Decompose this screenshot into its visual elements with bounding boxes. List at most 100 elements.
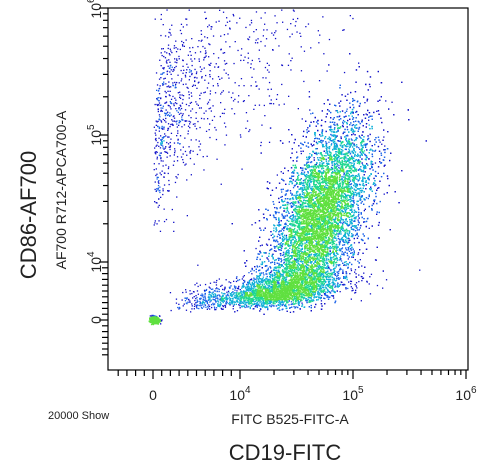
event-dot [353,251,355,254]
event-dot [333,166,336,168]
event-dot [352,133,355,135]
event-dot [320,300,323,302]
event-dot [358,147,360,149]
event-dot [383,136,385,138]
event-dot [363,210,365,212]
event-dot [300,150,302,152]
event-dot [316,272,318,274]
event-dot [345,240,347,243]
event-dot [318,233,320,235]
event-dot [324,191,326,193]
event-dot [349,222,351,224]
event-dot [325,245,327,247]
event-dot [290,236,292,238]
event-dot [323,236,325,238]
event-dot [329,130,332,132]
event-dot [257,305,259,307]
event-dot [350,138,352,140]
event-dot [337,188,339,191]
event-dot [267,258,269,260]
event-dot [314,152,316,154]
event-dot [327,177,329,180]
event-dot [301,244,303,246]
event-dot [339,140,341,142]
event-dot [338,164,340,167]
event-dot [281,259,283,262]
event-dot [333,146,335,149]
event-dot [328,198,330,200]
event-dot [327,247,329,249]
event-dot [292,220,294,222]
event-dot [314,251,317,254]
event-dot [324,192,327,194]
event-dot [323,172,325,174]
event-dot [330,262,332,264]
event-dot [263,302,265,304]
event-dot [311,216,314,218]
event-dot [304,218,307,220]
event-dot [365,113,367,115]
event-dot [339,202,342,204]
event-dot [385,100,387,102]
event-dot [337,209,339,211]
event-dot [383,193,385,195]
event-dot [299,239,301,241]
event-dot [352,142,354,144]
event-dot [316,250,318,252]
event-dot [328,141,330,143]
event-dot [270,234,272,236]
event-dot [313,275,315,277]
event-dot [278,262,280,265]
event-dot [311,234,313,236]
event-dot [314,176,316,179]
event-dot [317,208,319,210]
event-dot [300,152,302,155]
event-dot [288,234,290,236]
event-dot [334,230,337,232]
event-dot [323,208,325,210]
event-dot [328,163,330,165]
event-dot [330,166,333,169]
event-dot [334,201,336,203]
event-dot [307,281,309,283]
event-dot [329,234,331,236]
event-dot [314,138,316,140]
event-dot [297,177,299,179]
event-dot [319,225,322,227]
event-dot [350,190,352,192]
event-dot [320,182,322,184]
event-dot [273,250,276,252]
event-dot [283,261,286,263]
data-points [148,9,427,326]
event-dot [276,174,278,176]
event-dot [293,306,295,308]
event-dot [374,149,377,151]
event-dot [303,253,305,256]
event-dot [318,241,320,243]
event-dot [312,215,315,217]
event-dot [341,175,343,178]
event-dot [331,186,334,189]
event-dot [343,161,346,163]
event-dot [285,271,287,273]
event-dot [361,189,363,191]
event-dot [340,255,342,257]
event-dot [357,235,360,237]
event-dot [391,101,393,103]
event-dot [330,208,332,210]
event-dot [285,234,288,237]
event-dot [348,237,350,240]
event-dot [340,188,342,190]
event-dot [296,206,298,208]
event-dot [283,262,285,264]
event-dot [316,225,318,227]
event-dot [319,231,321,233]
event-dot [342,194,344,197]
event-dot [293,250,295,252]
event-dot [313,157,315,159]
event-dot [319,231,321,234]
event-dot [369,86,371,88]
event-dot [340,136,342,138]
event-dot [292,198,295,200]
event-dot [361,148,363,150]
